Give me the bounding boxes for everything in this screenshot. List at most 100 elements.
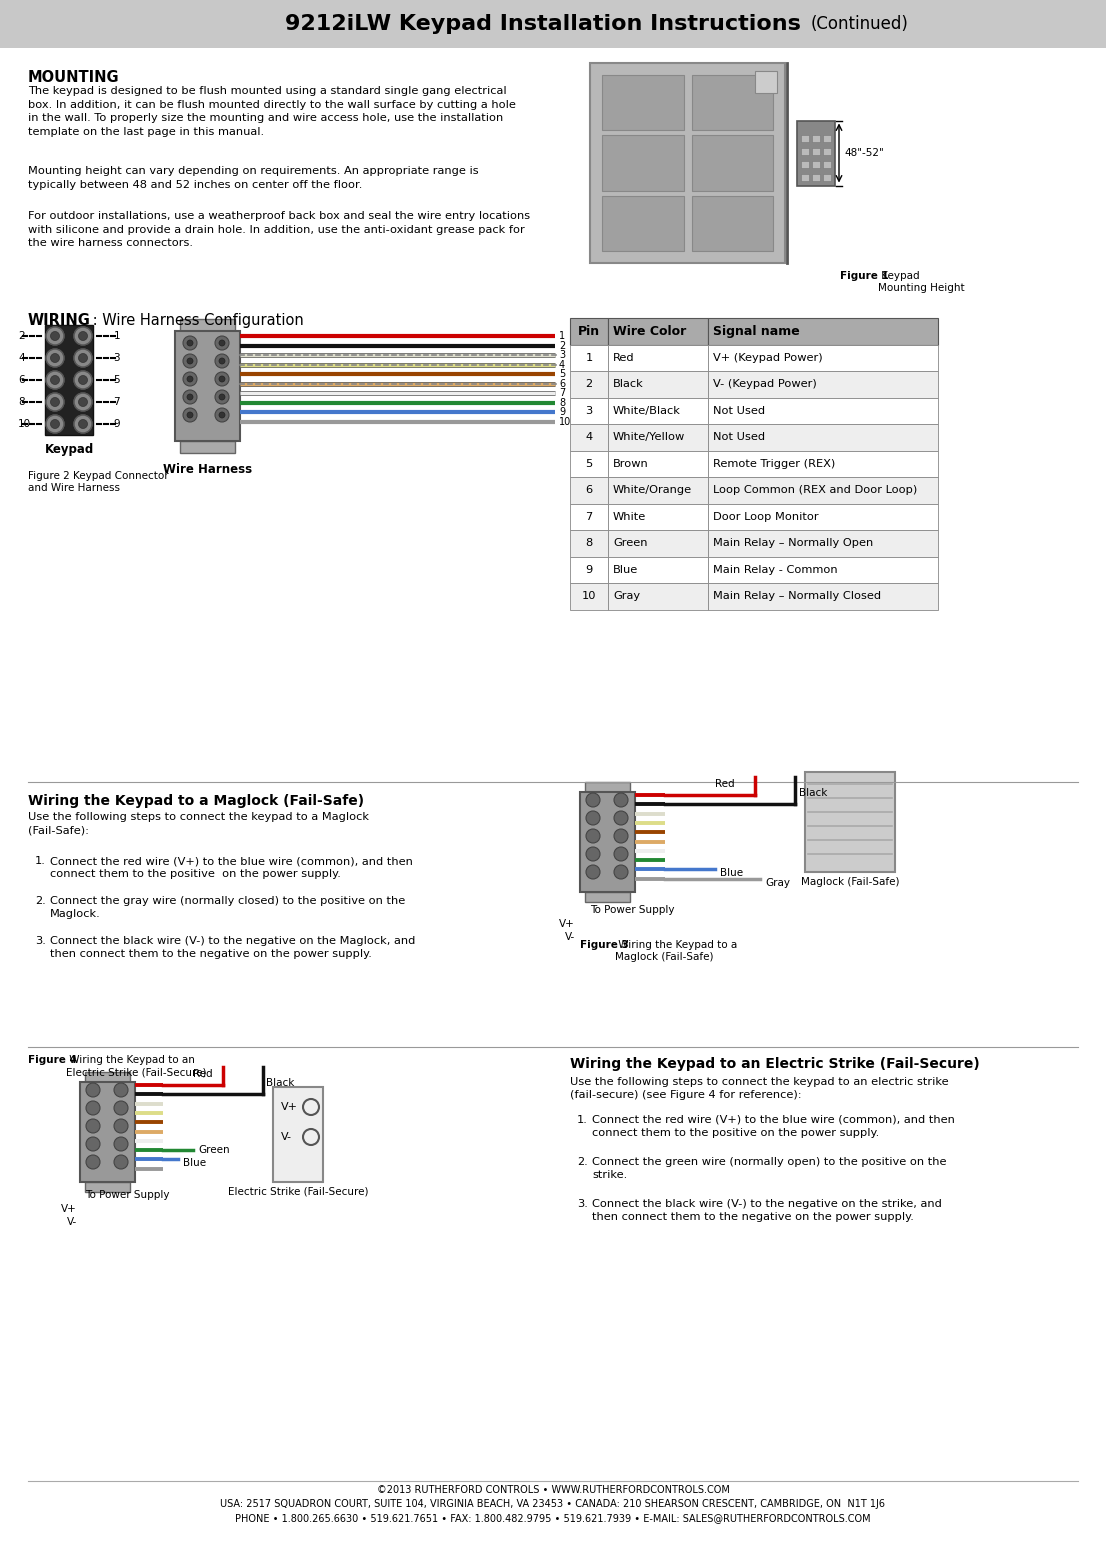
Bar	[608, 556, 708, 582]
Bar	[691, 75, 773, 131]
Text: Main Relay – Normally Open: Main Relay – Normally Open	[713, 539, 874, 548]
Circle shape	[219, 358, 225, 364]
Text: Wiring the Keypad to a Maglock (Fail-Safe): Wiring the Keypad to a Maglock (Fail-Saf…	[28, 794, 364, 808]
Circle shape	[182, 372, 197, 386]
Circle shape	[182, 336, 197, 350]
Text: Maglock (Fail-Safe): Maglock (Fail-Safe)	[801, 877, 899, 887]
Text: Red: Red	[613, 353, 635, 363]
Text: Main Relay – Normally Closed: Main Relay – Normally Closed	[713, 592, 881, 601]
Text: 48"-52": 48"-52"	[844, 148, 884, 157]
Bar	[180, 319, 234, 332]
Circle shape	[215, 353, 229, 367]
Text: 7: 7	[585, 512, 593, 522]
Circle shape	[187, 375, 194, 381]
Text: The keypad is designed to be flush mounted using a standard single gang electric: The keypad is designed to be flush mount…	[28, 86, 515, 137]
Text: Main Relay - Common: Main Relay - Common	[713, 565, 837, 575]
Text: 5: 5	[114, 375, 119, 385]
Bar	[570, 476, 608, 503]
Text: 4: 4	[18, 353, 24, 363]
Text: V- (Keypad Power): V- (Keypad Power)	[713, 380, 816, 389]
Text: V-: V-	[281, 1132, 292, 1141]
Text: Blue: Blue	[182, 1158, 206, 1168]
Text: To Power Supply: To Power Supply	[85, 1190, 169, 1200]
Circle shape	[86, 1137, 100, 1151]
Text: White/Black: White/Black	[613, 406, 681, 416]
Text: Signal name: Signal name	[713, 325, 800, 338]
Text: Green: Green	[198, 1144, 230, 1155]
Text: Green: Green	[613, 539, 647, 548]
Circle shape	[51, 375, 60, 385]
Circle shape	[114, 1137, 128, 1151]
Text: Black: Black	[613, 380, 644, 389]
Bar	[608, 529, 708, 556]
Circle shape	[46, 371, 64, 389]
Text: 1.: 1.	[577, 1115, 588, 1126]
Circle shape	[614, 847, 628, 861]
Text: (Continued): (Continued)	[811, 16, 909, 33]
Bar	[708, 397, 938, 424]
Circle shape	[79, 397, 87, 406]
Circle shape	[614, 793, 628, 807]
Text: 10: 10	[582, 592, 596, 601]
Text: Not Used: Not Used	[713, 406, 765, 416]
Text: White: White	[613, 512, 646, 522]
Bar	[812, 160, 820, 168]
Text: Keypad: Keypad	[44, 444, 94, 456]
Circle shape	[182, 353, 197, 367]
Circle shape	[86, 1101, 100, 1115]
Circle shape	[182, 408, 197, 422]
Bar	[589, 62, 785, 263]
Text: 9: 9	[559, 406, 565, 417]
Text: 10: 10	[559, 417, 572, 427]
Bar	[801, 173, 808, 181]
Circle shape	[586, 793, 599, 807]
Text: Blue: Blue	[613, 565, 638, 575]
Circle shape	[79, 419, 87, 428]
Text: 8: 8	[559, 397, 565, 408]
Bar	[602, 75, 684, 131]
Text: Figure 3: Figure 3	[580, 940, 628, 950]
Text: Mounting height can vary depending on requirements. An appropriate range is
typi: Mounting height can vary depending on re…	[28, 167, 479, 190]
Circle shape	[46, 392, 64, 411]
Text: V+: V+	[560, 919, 575, 930]
Text: Wire Harness: Wire Harness	[163, 462, 252, 476]
Bar	[570, 529, 608, 556]
Text: 9: 9	[114, 419, 119, 430]
Circle shape	[219, 413, 225, 417]
Circle shape	[74, 371, 92, 389]
Circle shape	[187, 394, 194, 400]
Bar	[175, 332, 240, 441]
Text: 6: 6	[559, 378, 565, 389]
Text: 2: 2	[559, 341, 565, 350]
Circle shape	[219, 375, 225, 381]
Text: WIRING: WIRING	[28, 313, 91, 329]
Circle shape	[74, 327, 92, 346]
Bar	[570, 371, 608, 397]
Bar	[691, 135, 773, 190]
Bar	[602, 196, 684, 251]
Text: Connect the black wire (V-) to the negative on the strike, and
then connect them: Connect the black wire (V-) to the negat…	[592, 1199, 942, 1222]
Text: : Wire Harness Configuration: : Wire Harness Configuration	[88, 313, 304, 329]
Circle shape	[614, 866, 628, 880]
Bar	[708, 424, 938, 450]
Text: To Power Supply: To Power Supply	[589, 905, 675, 916]
Circle shape	[187, 339, 194, 346]
Circle shape	[114, 1155, 128, 1169]
Circle shape	[46, 392, 64, 411]
Text: 3.: 3.	[577, 1199, 588, 1208]
Circle shape	[51, 353, 60, 363]
Bar	[570, 344, 608, 371]
Text: White/Orange: White/Orange	[613, 486, 692, 495]
Text: 3: 3	[585, 406, 593, 416]
Text: 5: 5	[559, 369, 565, 378]
Text: Loop Common (REX and Door Loop): Loop Common (REX and Door Loop)	[713, 486, 917, 495]
Text: V+: V+	[281, 1102, 298, 1112]
Bar	[580, 793, 635, 892]
Text: Wiring the Keypad to a
Maglock (Fail-Safe): Wiring the Keypad to a Maglock (Fail-Saf…	[615, 940, 738, 962]
Circle shape	[74, 327, 92, 346]
Circle shape	[79, 353, 87, 363]
Bar	[273, 1087, 323, 1182]
Text: 8: 8	[18, 397, 24, 406]
Text: Wiring the Keypad to an Electric Strike (Fail-Secure): Wiring the Keypad to an Electric Strike …	[570, 1057, 980, 1071]
Bar	[708, 344, 938, 371]
